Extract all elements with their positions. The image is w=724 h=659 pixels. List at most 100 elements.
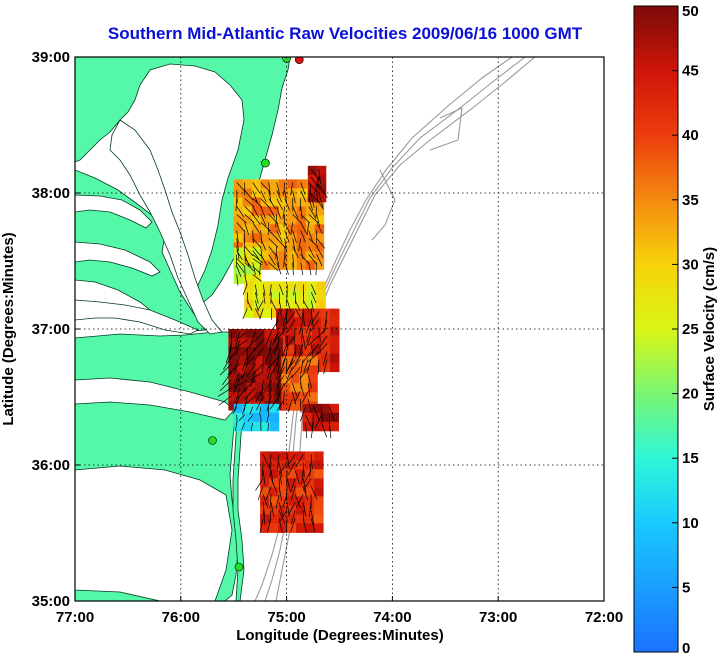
- velocity-vector: [259, 518, 264, 533]
- velocity-vector: [236, 238, 239, 252]
- velocity-cell: [316, 192, 327, 203]
- velocity-cell: [228, 347, 238, 357]
- velocity-vector: [284, 246, 286, 260]
- velocity-cell: [271, 281, 281, 291]
- bathymetry-contour: [429, 107, 463, 151]
- velocity-cell: [321, 335, 331, 346]
- velocity-cell: [280, 299, 290, 309]
- velocity-cell: [285, 317, 295, 328]
- velocity-cell: [314, 451, 324, 461]
- velocity-vector: [284, 230, 290, 243]
- velocity-vector: [310, 454, 313, 469]
- york-james-estuary: [75, 299, 199, 335]
- velocity-vector: [252, 214, 261, 225]
- velocity-cell: [329, 403, 339, 414]
- velocity-vector: [284, 198, 290, 211]
- velocity-vector: [314, 176, 320, 192]
- velocity-vector: [308, 502, 312, 517]
- velocity-cell: [242, 274, 253, 284]
- velocity-vector: [298, 343, 304, 358]
- velocity-cell: [294, 317, 304, 328]
- velocity-vector: [262, 510, 266, 525]
- velocity-vector: [262, 454, 270, 468]
- velocity-cell: [262, 299, 272, 309]
- velocity-cell: [251, 412, 262, 423]
- velocity-cell: [287, 242, 298, 252]
- velocity-cell: [280, 281, 290, 291]
- velocity-cell: [269, 451, 279, 461]
- velocity-cell: [251, 274, 262, 284]
- velocity-vector: [278, 510, 288, 523]
- velocity-cell: [228, 338, 238, 348]
- velocity-vector: [227, 363, 240, 375]
- velocity-vector: [252, 238, 262, 249]
- velocity-cell: [233, 274, 244, 284]
- velocity-vector: [243, 387, 256, 400]
- velocity-cell: [314, 260, 325, 270]
- potomac-estuary: [75, 194, 153, 229]
- velocity-vector: [235, 371, 248, 383]
- map-plot-area[interactable]: [75, 54, 604, 601]
- velocity-vector: [322, 351, 328, 366]
- velocity-cell: [305, 206, 316, 216]
- velocity-vector: [299, 399, 302, 413]
- velocity-vector: [235, 331, 240, 348]
- velocity-vector: [244, 214, 255, 224]
- velocity-cell: [233, 247, 244, 257]
- velocity-vector: [282, 206, 286, 220]
- velocity-vector: [235, 254, 238, 268]
- velocity-vector: [262, 494, 269, 509]
- velocity-vector: [242, 308, 248, 320]
- velocity-cell: [260, 451, 270, 461]
- velocity-vector: [278, 367, 285, 380]
- velocity-vector: [310, 311, 314, 327]
- velocity-vector: [270, 292, 272, 304]
- velocity-vector: [308, 246, 315, 258]
- velocity-cell: [305, 478, 315, 488]
- velocity-vector: [232, 379, 240, 395]
- velocity-vector: [308, 206, 316, 218]
- velocity-cell: [269, 514, 279, 524]
- velocity-cell: [255, 356, 265, 366]
- velocity-vector: [302, 300, 310, 311]
- velocity-vector: [286, 454, 296, 467]
- velocity-vector: [299, 406, 306, 422]
- velocity-cell: [278, 469, 288, 479]
- velocity-vector: [310, 518, 316, 533]
- velocity-cell: [305, 523, 315, 533]
- velocity-vector: [329, 422, 332, 439]
- velocity-vector: [238, 414, 245, 421]
- velocity-cell: [242, 206, 253, 216]
- velocity-vector: [321, 406, 323, 423]
- velocity-cell: [255, 374, 265, 384]
- velocity-cell: [228, 329, 238, 339]
- velocity-vector: [293, 284, 296, 296]
- velocity-cell: [242, 233, 253, 243]
- velocity-vector: [275, 246, 278, 260]
- velocity-vector: [260, 238, 267, 251]
- velocity-vector: [252, 331, 264, 344]
- velocity-cell: [260, 523, 270, 533]
- velocity-cell: [269, 487, 279, 497]
- y-tick-label: 39:00: [32, 49, 70, 66]
- velocity-cell: [330, 308, 340, 319]
- velocity-vector: [260, 214, 267, 227]
- velocity-vector: [260, 254, 268, 266]
- velocity-cell: [251, 215, 262, 225]
- velocity-cell: [233, 421, 244, 432]
- x-axis-ticks: 77:00 76:00 75:00 74:00 73:00 72:00: [56, 596, 623, 626]
- velocity-vector: [268, 206, 276, 218]
- velocity-vector: [296, 494, 304, 508]
- velocity-vector: [236, 214, 247, 224]
- velocity-vector: [284, 222, 291, 235]
- velocity-vector: [268, 379, 272, 396]
- velocity-cell: [269, 478, 279, 488]
- velocity-vector: [283, 182, 286, 196]
- velocity-cell: [281, 374, 291, 384]
- velocity-vector: [290, 510, 296, 525]
- velocity-cell: [246, 374, 256, 384]
- velocity-cell: [294, 344, 304, 355]
- velocity-cell: [285, 308, 295, 319]
